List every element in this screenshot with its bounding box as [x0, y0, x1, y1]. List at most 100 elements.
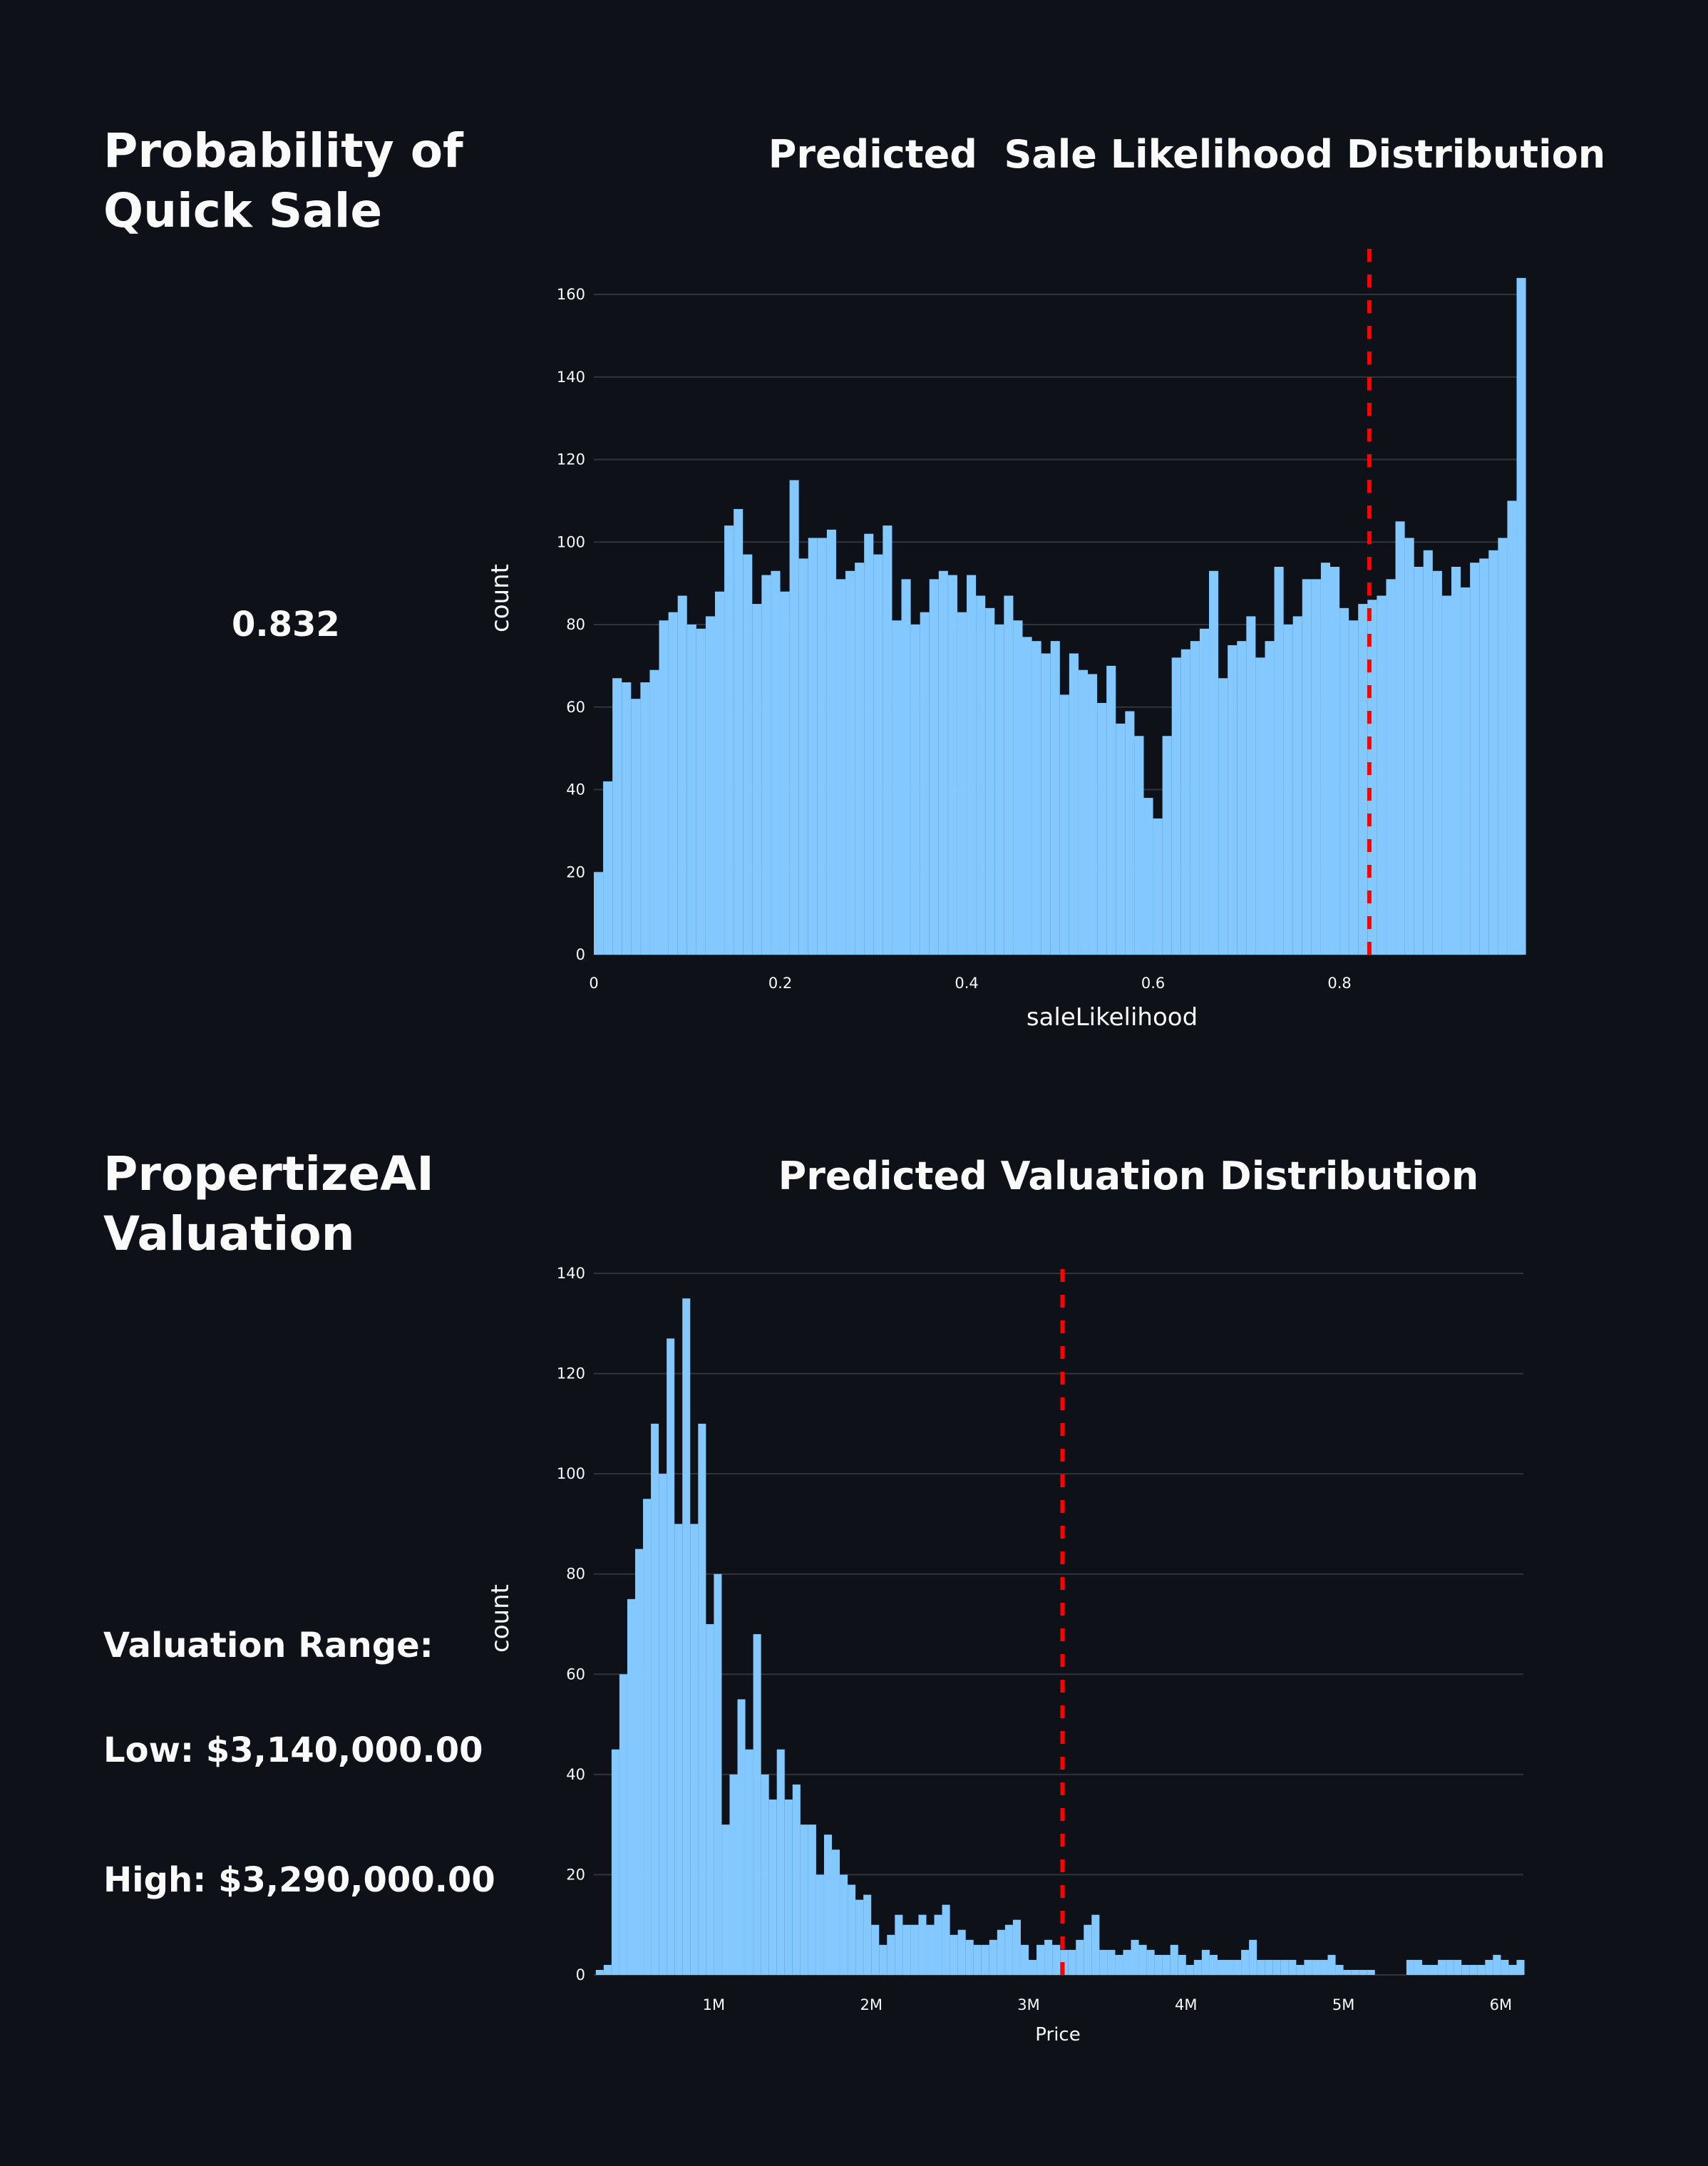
- chart1-ytick-label: 80: [566, 616, 585, 633]
- chart2-bar: [1138, 1944, 1147, 1975]
- chart2-bar: [942, 1904, 950, 1975]
- chart1-bar: [967, 575, 977, 955]
- chart2-bar: [973, 1944, 982, 1975]
- chart2-bar: [1422, 1964, 1431, 1975]
- chart2-xtick-label: 2M: [860, 1996, 882, 2013]
- chart1-bar: [1218, 678, 1228, 955]
- chart2-bar: [997, 1929, 1005, 1975]
- chart1-bar: [761, 575, 771, 955]
- chart1-bar: [1180, 649, 1190, 955]
- chart1-bar: [1088, 674, 1098, 955]
- chart1-xtick-label: 0.6: [1141, 975, 1165, 992]
- chart2-ytick-label: 120: [557, 1365, 585, 1382]
- chart1-bar: [1339, 607, 1349, 955]
- quick-sale-value: 0.832: [232, 605, 340, 645]
- chart1-bar: [1423, 550, 1433, 955]
- chart2-bar: [737, 1699, 746, 1975]
- chart1-xlabel: saleLikelihood: [1027, 1003, 1198, 1032]
- chart2-ytick-label: 40: [566, 1766, 585, 1783]
- chart2-bar: [1036, 1944, 1045, 1975]
- chart2-bar: [698, 1423, 706, 1975]
- chart2-bar: [1162, 1954, 1171, 1975]
- valuation-high: High: $3,290,000.00: [103, 1860, 495, 1900]
- chart1-bar: [883, 525, 892, 955]
- chart1-bar: [631, 699, 641, 955]
- chart1-bar: [817, 538, 827, 955]
- chart1-bar: [1153, 818, 1163, 955]
- chart2-bar: [1249, 1939, 1257, 1975]
- chart1-bar: [910, 625, 920, 955]
- chart2-xtick-label: 3M: [1017, 1996, 1039, 2013]
- chart1-bar: [659, 620, 669, 955]
- chart1-bar: [1302, 579, 1312, 955]
- chart2-bar: [792, 1784, 801, 1975]
- chart1-bar: [835, 579, 846, 955]
- chart2-bar: [1185, 1964, 1194, 1975]
- chart2-bar: [729, 1774, 738, 1975]
- chart2-bar: [651, 1423, 659, 1975]
- chart2-bar: [1304, 1959, 1312, 1975]
- chart1-bar: [1199, 628, 1210, 955]
- chart1-bar: [1171, 657, 1181, 955]
- chart2-bar: [918, 1914, 927, 1975]
- chart2-bar: [674, 1524, 683, 1975]
- chart2-xtick-label: 5M: [1332, 1996, 1354, 2013]
- chart2-bar: [635, 1549, 644, 1975]
- valuation-range-label: Valuation Range:: [103, 1626, 433, 1665]
- chart1-ytick-label: 60: [566, 699, 585, 716]
- chart1-ytick-label: 160: [557, 286, 585, 303]
- chart1-bar: [1004, 595, 1014, 955]
- chart2-bar: [910, 1924, 919, 1975]
- chart1-bar: [752, 604, 762, 955]
- chart2-bar: [840, 1874, 848, 1975]
- chart1-bar: [1059, 694, 1069, 955]
- chart2-bar: [934, 1914, 942, 1975]
- chart1-bar: [1209, 570, 1219, 955]
- chart1-bar: [612, 678, 622, 955]
- chart2-bar: [1335, 1964, 1344, 1975]
- chart2-bar: [1288, 1959, 1297, 1975]
- chart1-bar: [920, 612, 930, 955]
- chart1-ytick-label: 0: [576, 946, 585, 963]
- chart1-bar: [734, 508, 744, 955]
- chart2-xlabel: Price: [1035, 2024, 1080, 2046]
- chart2-bar: [603, 1964, 612, 1975]
- chart2-bar: [1201, 1949, 1210, 1975]
- chart2-bar: [761, 1774, 769, 1975]
- chart2-bar: [1265, 1959, 1273, 1975]
- chart2-bar: [753, 1634, 761, 1975]
- chart2-bar: [926, 1924, 935, 1975]
- chart2-bar: [721, 1824, 730, 1975]
- chart2-bar: [823, 1834, 832, 1975]
- valuation-low: Low: $3,140,000.00: [103, 1730, 483, 1770]
- chart1-bar: [1050, 641, 1060, 955]
- chart1-bar: [1078, 669, 1089, 955]
- chart2-bar: [863, 1894, 872, 1975]
- chart1-bar: [1097, 702, 1107, 955]
- chart1-bar: [1311, 579, 1321, 955]
- chart2-bar: [1044, 1939, 1053, 1975]
- chart1-bar: [1069, 653, 1079, 955]
- chart1-bar: [780, 591, 790, 955]
- chart1-bar: [1470, 563, 1480, 955]
- chart2-bar: [887, 1934, 895, 1975]
- chart2-bar: [1225, 1959, 1234, 1975]
- chart2-bar: [989, 1939, 997, 1975]
- chart2-bar: [714, 1574, 722, 1975]
- chart1-bar: [985, 607, 995, 955]
- chart2-bar: [643, 1499, 652, 1975]
- chart1-bar: [640, 682, 650, 955]
- chart2-bar: [595, 1969, 604, 1975]
- chart1-bar: [603, 781, 613, 955]
- chart1-bar: [1320, 563, 1331, 955]
- chart1-title: Predicted Sale Likelihood Distribution: [768, 132, 1606, 177]
- chart1-bar: [947, 575, 957, 955]
- chart2-bar: [1084, 1924, 1092, 1975]
- chart2-bar: [895, 1914, 903, 1975]
- chart1-bar: [957, 612, 967, 955]
- chart2-bar: [808, 1824, 816, 1975]
- chart2-ytick-label: 80: [566, 1566, 585, 1583]
- chart1-bar: [686, 625, 696, 955]
- chart1-bar: [789, 480, 799, 955]
- chart1-bar: [1255, 657, 1265, 955]
